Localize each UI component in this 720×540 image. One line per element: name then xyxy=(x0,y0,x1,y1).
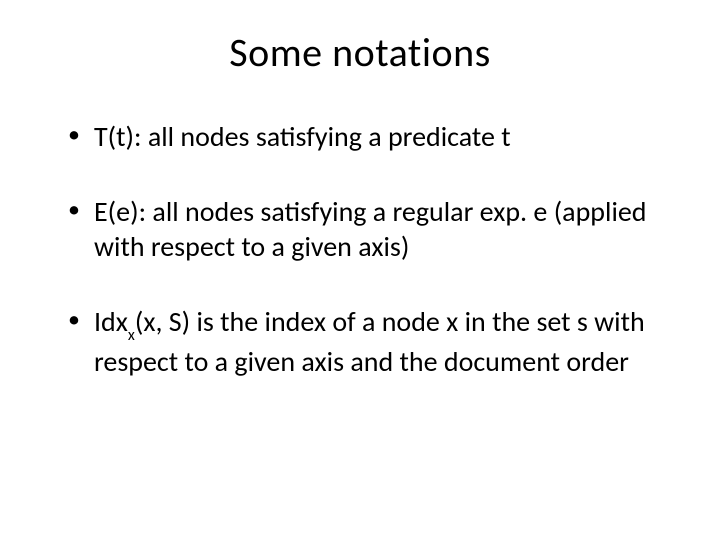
bullet-item: T(t): all nodes satisfying a predicate t xyxy=(68,119,670,154)
bullet-item: E(e): all nodes satisfying a regular exp… xyxy=(68,194,670,264)
bullet-item: Idxx(x, S) is the index of a node x in t… xyxy=(68,304,670,379)
bullet-list: T(t): all nodes satisfying a predicate t… xyxy=(50,119,670,379)
bullet-suffix: (x, S) is the index of a node x in the s… xyxy=(94,304,645,379)
bullet-prefix: Idx xyxy=(94,304,128,339)
bullet-text: E(e): all nodes satisfying a regular exp… xyxy=(94,194,647,264)
bullet-text: T(t): all nodes satisfying a predicate t xyxy=(94,119,511,154)
bullet-subscript: x xyxy=(128,326,135,345)
slide-title: Some notations xyxy=(50,28,670,77)
